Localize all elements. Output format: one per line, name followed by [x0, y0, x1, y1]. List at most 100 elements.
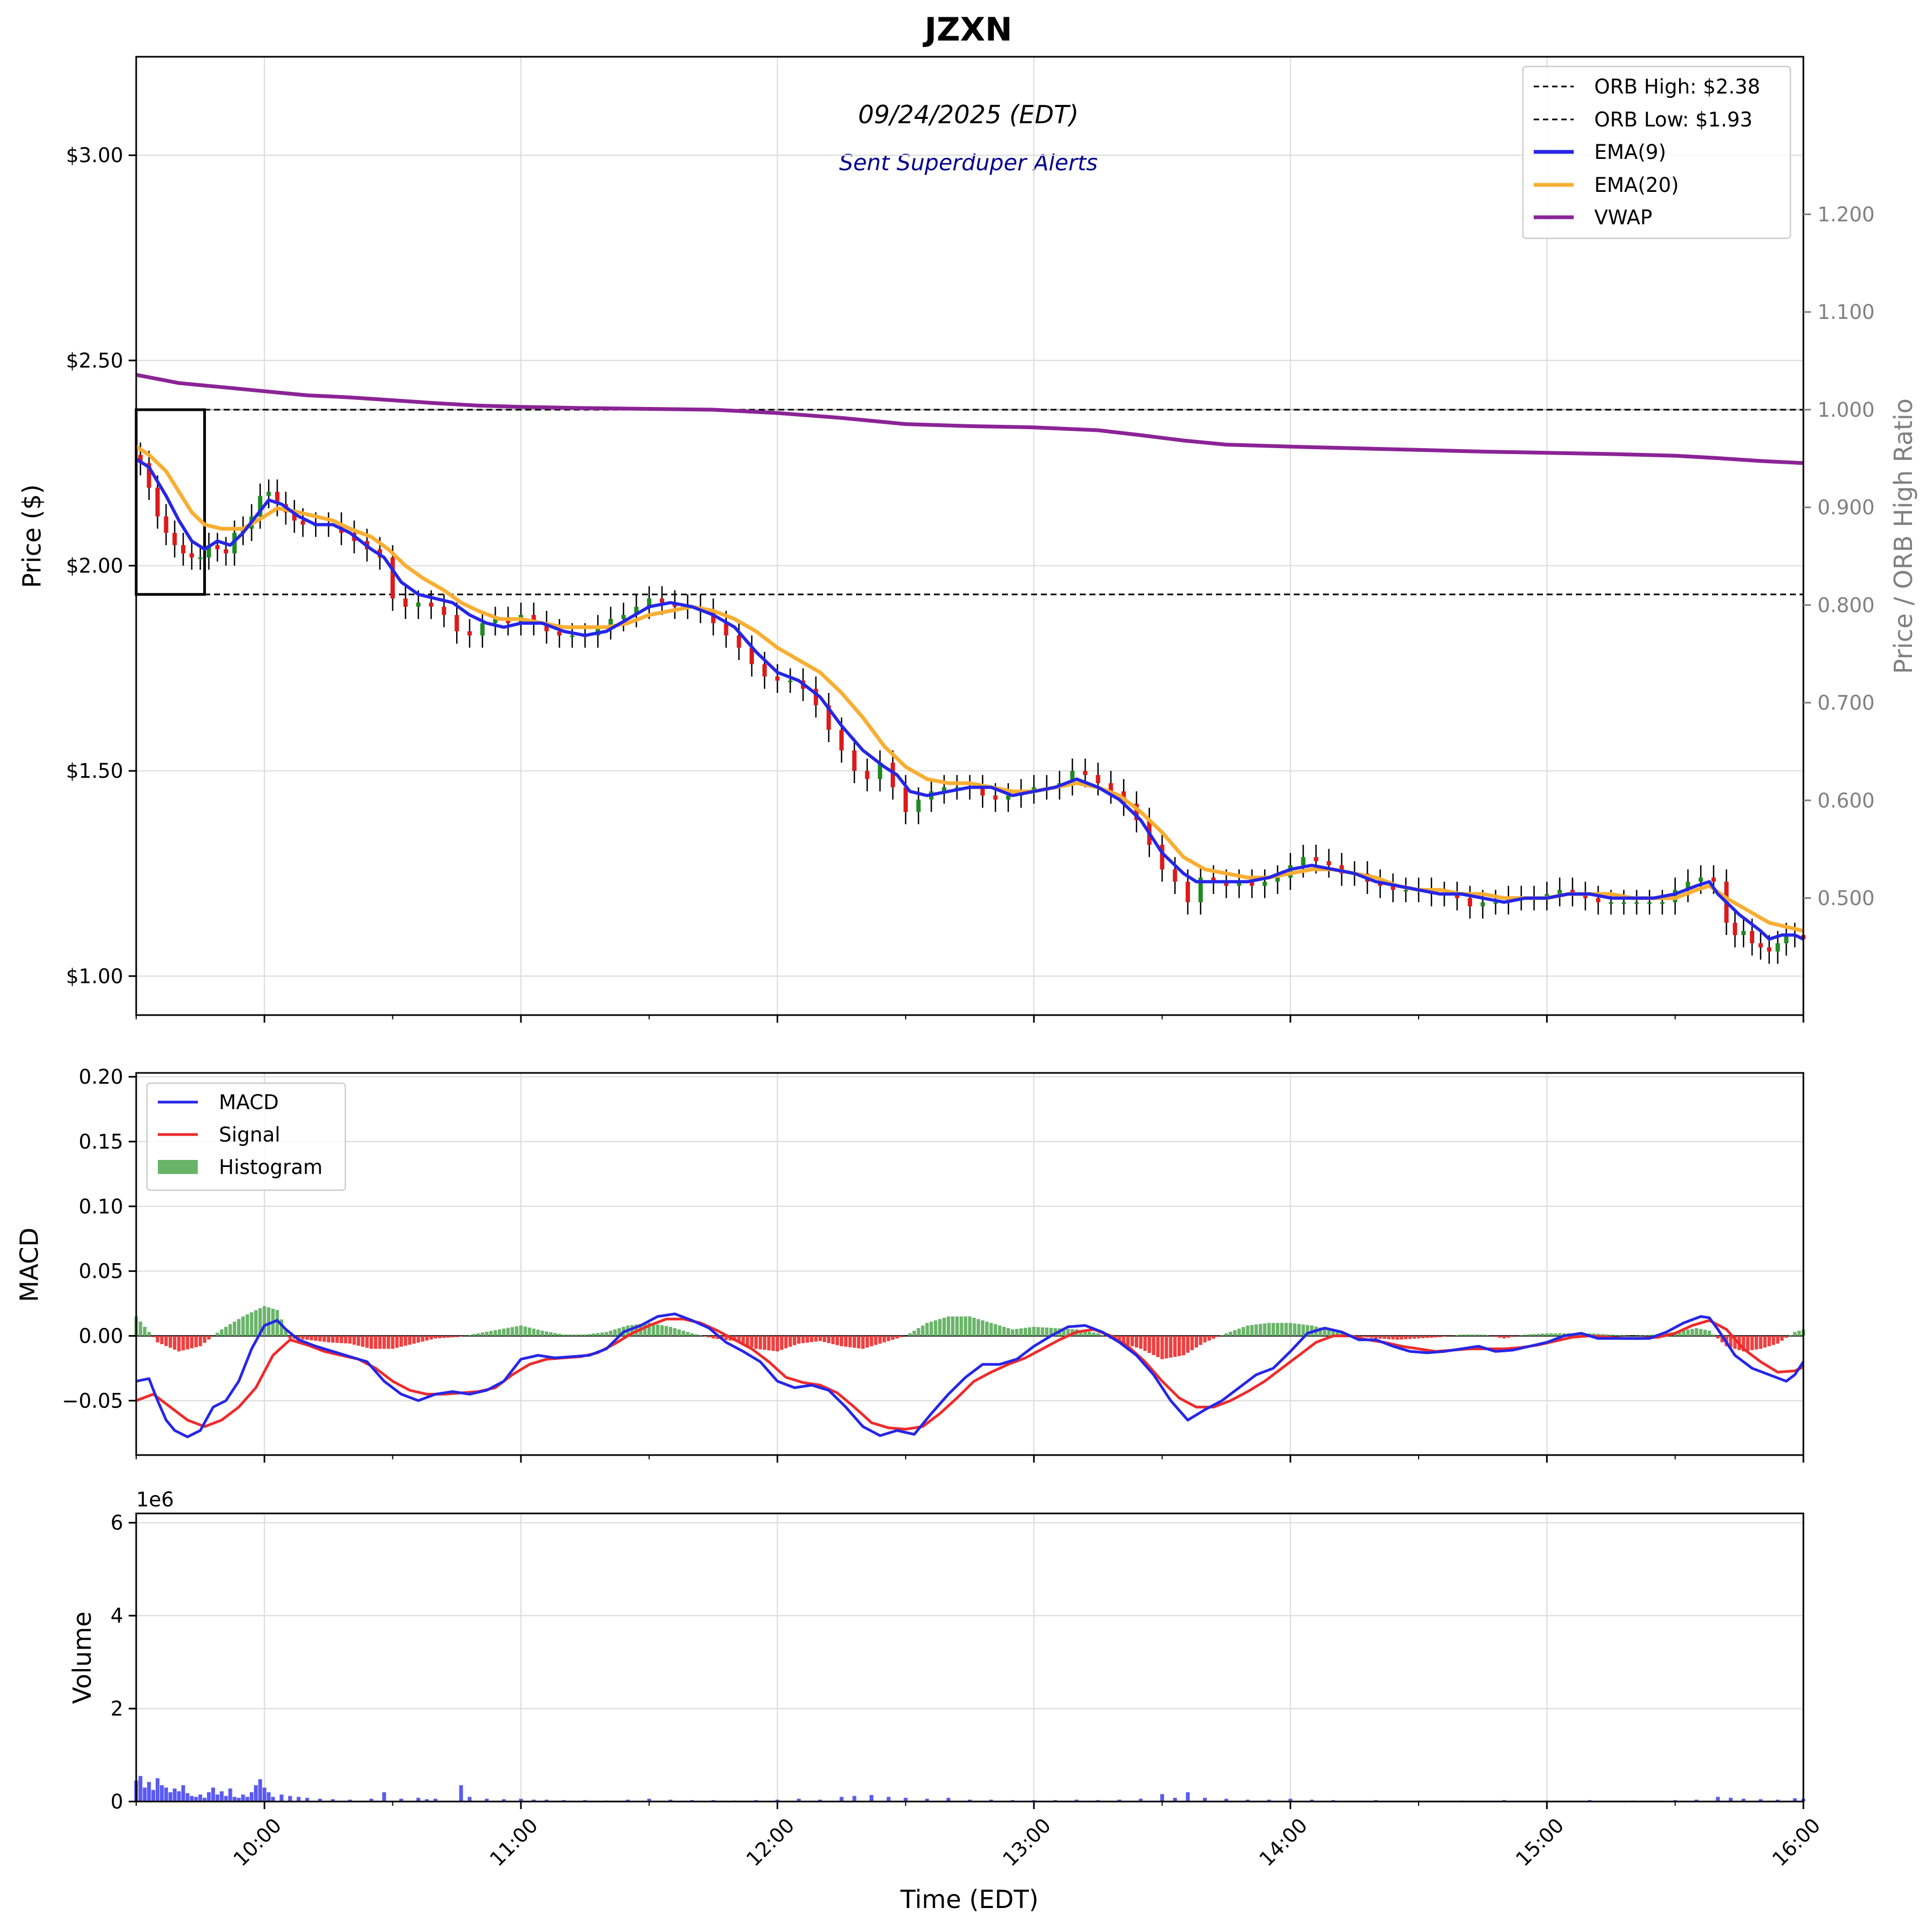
- histogram-bar-865: [1395, 1336, 1399, 1340]
- volume-bar-3: [147, 1782, 151, 1802]
- histogram-bar-836: [1271, 1323, 1275, 1336]
- histogram-bar-841: [1293, 1323, 1296, 1336]
- volume-bar-1: [138, 1776, 143, 1802]
- histogram-bar-586: [203, 1336, 206, 1343]
- histogram-bar-682: [613, 1329, 617, 1336]
- volume-bar-47: [467, 1797, 472, 1802]
- histogram-bar-801: [1122, 1336, 1126, 1344]
- histogram-bar-660: [519, 1325, 523, 1336]
- volume-bar-63: [776, 1799, 780, 1802]
- candle-body-46: [647, 598, 652, 607]
- candle-body-66: [903, 787, 908, 812]
- candle-body-119: [1583, 894, 1588, 898]
- candle-body-65: [891, 763, 895, 788]
- macd-ytick-label-5: 0.20: [79, 1065, 123, 1089]
- histogram-bar-656: [502, 1329, 506, 1336]
- volume-bar-66: [839, 1797, 844, 1802]
- histogram-bar-638: [425, 1336, 429, 1341]
- histogram-bar-911: [1592, 1333, 1596, 1336]
- candle-body-6: [189, 553, 194, 558]
- histogram-bar-674: [579, 1335, 583, 1336]
- volume-bar-24: [237, 1798, 241, 1802]
- histogram-bar-827: [1233, 1330, 1237, 1336]
- histogram-bar-819: [1199, 1336, 1202, 1345]
- histogram-bar-946: [1742, 1336, 1746, 1352]
- ratio-ytick-label-0: 0.500: [1817, 887, 1875, 910]
- chart-subtitle-date: 09/24/2025 (EDT): [858, 100, 1079, 129]
- histogram-bar-869: [1412, 1336, 1416, 1339]
- histogram-bar-784: [1049, 1327, 1053, 1336]
- candle-body-47: [659, 598, 664, 603]
- histogram-bar-897: [1532, 1334, 1536, 1336]
- histogram-bar-591: [224, 1326, 228, 1336]
- candle-body-35: [506, 619, 511, 623]
- histogram-bar-643: [446, 1336, 450, 1338]
- histogram-bar-931: [1677, 1331, 1681, 1336]
- histogram-bar-771: [993, 1324, 998, 1336]
- histogram-bar-902: [1554, 1333, 1557, 1336]
- histogram-bar-577: [164, 1336, 168, 1346]
- histogram-bar-831: [1250, 1325, 1254, 1336]
- histogram-bar-777: [1019, 1328, 1023, 1336]
- histogram-bar-848: [1322, 1329, 1327, 1336]
- histogram-bar-681: [609, 1330, 613, 1336]
- histogram-bar-820: [1203, 1336, 1207, 1343]
- histogram-bar-868: [1408, 1336, 1412, 1339]
- histogram-bar-715: [754, 1336, 758, 1349]
- histogram-bar-797: [1105, 1336, 1108, 1337]
- histogram-bar-754: [921, 1325, 925, 1336]
- volume-bar-7: [164, 1787, 168, 1802]
- histogram-bar-746: [887, 1336, 891, 1342]
- histogram-bar-627: [378, 1336, 382, 1349]
- histogram-bar-747: [891, 1336, 895, 1340]
- candle-body-95: [1275, 877, 1280, 882]
- histogram-bar-864: [1391, 1336, 1395, 1340]
- alerts-annotation: Sent Superduper Alerts: [839, 150, 1098, 176]
- histogram-bar-609: [301, 1336, 305, 1340]
- volume-bar-105: [1776, 1799, 1780, 1802]
- histogram-bar-742: [870, 1336, 873, 1346]
- histogram-bar-741: [865, 1336, 869, 1348]
- histogram-bar-738: [852, 1336, 857, 1348]
- vwap-line: [136, 373, 1804, 465]
- histogram-bar-633: [404, 1336, 407, 1346]
- x-tick-label-6: 16:00: [1768, 1814, 1825, 1871]
- histogram-bar-773: [1002, 1326, 1006, 1336]
- candle-body-31: [454, 615, 459, 632]
- histogram-bar-619: [344, 1336, 347, 1344]
- candle-body-86: [1160, 844, 1165, 870]
- histogram-bar-956: [1784, 1336, 1788, 1338]
- histogram-bar-695: [668, 1326, 672, 1336]
- histogram-bar-888: [1494, 1336, 1498, 1337]
- price-y-ticks: $1.00 $1.50 $2.00 $2.50 $3.00: [66, 144, 136, 988]
- histogram-bar-818: [1194, 1336, 1198, 1348]
- histogram-bar-745: [883, 1336, 886, 1343]
- candle-body-112: [1493, 902, 1498, 904]
- candle-body-3: [164, 516, 169, 533]
- histogram-bar-571: [138, 1322, 143, 1336]
- histogram-bar-680: [604, 1332, 609, 1336]
- histogram-bar-665: [540, 1330, 544, 1336]
- candle-body-104: [1390, 885, 1395, 890]
- histogram-bar-840: [1288, 1323, 1292, 1336]
- volume-bar-31: [266, 1792, 271, 1802]
- candle-body-92: [1236, 882, 1241, 886]
- histogram-bar-917: [1617, 1335, 1622, 1336]
- volume-bar-38: [331, 1799, 335, 1802]
- histogram-bar-752: [912, 1330, 916, 1336]
- volume-bar-35: [297, 1797, 301, 1802]
- histogram-bar-760: [946, 1316, 951, 1336]
- histogram-bar-658: [510, 1327, 514, 1336]
- ratio-ytick-label-2: 0.700: [1817, 691, 1875, 715]
- histogram-bar-778: [1024, 1327, 1027, 1336]
- histogram-bar-575: [156, 1336, 159, 1343]
- histogram-bar-780: [1032, 1326, 1036, 1336]
- volume-bar-42: [399, 1798, 403, 1802]
- volume-bar-36: [305, 1798, 309, 1802]
- histogram-bar-875: [1438, 1336, 1442, 1337]
- macd-ytick-label-0: −0.05: [62, 1389, 123, 1412]
- histogram-bar-862: [1382, 1336, 1386, 1339]
- histogram-bar-582: [185, 1336, 190, 1350]
- candle-body-40: [570, 635, 574, 637]
- histogram-bar-574: [151, 1336, 155, 1337]
